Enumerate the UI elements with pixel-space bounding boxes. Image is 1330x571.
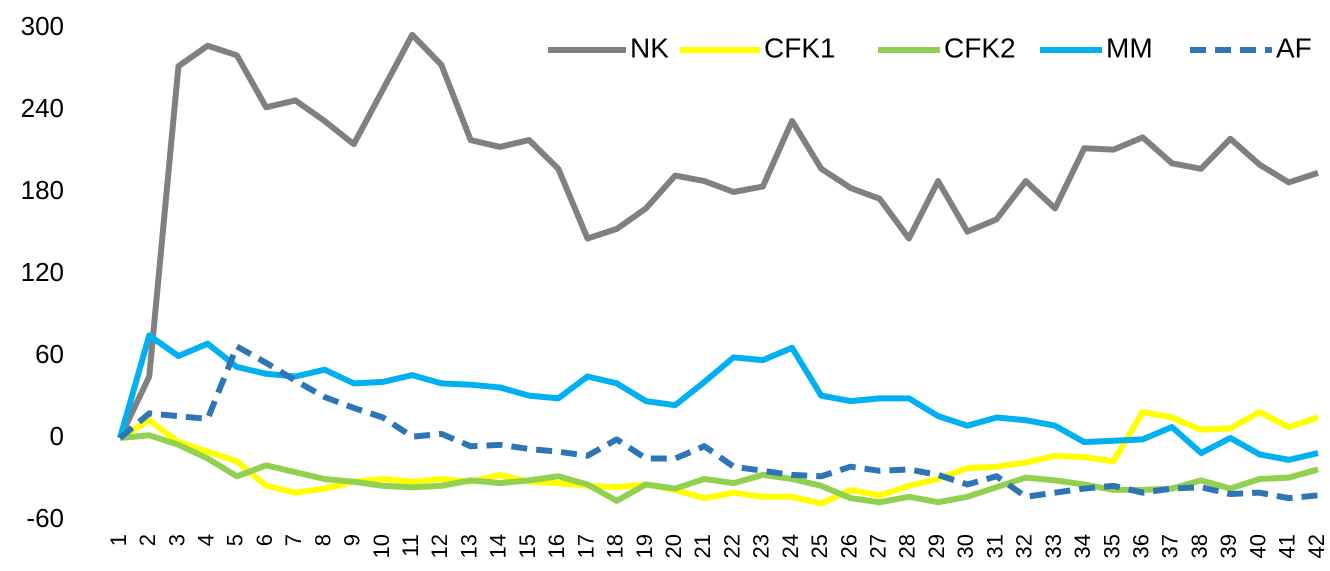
- series-line: [117, 332, 1319, 463]
- x-tick-label: 18: [603, 534, 628, 558]
- x-tick-label: 28: [895, 534, 920, 558]
- x-tick-label: 35: [1099, 534, 1124, 558]
- x-tick-label: 8: [310, 534, 335, 546]
- x-tick-label: 9: [340, 534, 365, 546]
- x-tick-label: 3: [164, 534, 189, 546]
- x-tick-label: 25: [807, 534, 832, 558]
- x-tick-label: 32: [1012, 534, 1037, 558]
- x-tick-label: 31: [982, 534, 1007, 558]
- y-tick-label: 180: [21, 175, 64, 205]
- x-tick-label: 33: [1041, 534, 1066, 558]
- legend-label: CFK2: [944, 32, 1016, 63]
- x-tick-label: 37: [1158, 534, 1183, 558]
- y-tick-label: 300: [21, 11, 64, 41]
- legend-item: CFK2: [878, 32, 1016, 63]
- series-line: [117, 31, 1319, 440]
- x-tick-label: 40: [1245, 534, 1270, 558]
- x-tick-label: 38: [1187, 534, 1212, 558]
- x-tick-label: 21: [690, 534, 715, 558]
- x-tick-label: 42: [1304, 534, 1329, 558]
- y-tick-label: -60: [26, 503, 64, 533]
- x-tick-label: 14: [486, 534, 511, 558]
- legend-label: CFK1: [764, 32, 836, 63]
- x-tick-label: 36: [1128, 534, 1153, 558]
- x-tick-label: 13: [456, 534, 481, 558]
- x-tick-label: 1: [106, 534, 131, 546]
- x-tick-label: 20: [661, 534, 686, 558]
- x-tick-label: 11: [398, 534, 423, 557]
- x-tick-label: 6: [252, 534, 277, 546]
- x-tick-label: 12: [427, 534, 452, 558]
- x-tick-label: 41: [1275, 534, 1300, 558]
- x-tick-label: 26: [836, 534, 861, 558]
- y-tick-label: 240: [21, 93, 64, 123]
- x-tick-label: 27: [866, 534, 891, 558]
- x-tick-label: 23: [749, 534, 774, 558]
- legend-label: NK: [630, 32, 669, 63]
- x-tick-label: 29: [924, 534, 949, 558]
- legend-label: MM: [1106, 32, 1153, 63]
- x-tick-label: 24: [778, 534, 803, 558]
- x-tick-label: 39: [1216, 534, 1241, 558]
- legend-label: AF: [1276, 32, 1312, 63]
- x-tick-label: 22: [719, 534, 744, 558]
- legend-item: MM: [1040, 32, 1153, 63]
- x-tick-label: 15: [515, 534, 540, 558]
- legend-item: CFK1: [680, 32, 836, 63]
- legend-item: AF: [1190, 32, 1312, 63]
- y-tick-label: 120: [21, 257, 64, 287]
- series-line: [118, 409, 1319, 507]
- x-tick-label: 7: [281, 534, 306, 546]
- x-tick-label: 16: [544, 534, 569, 558]
- legend-item: NK: [548, 32, 669, 63]
- x-tick-label: 5: [223, 534, 248, 546]
- x-tick-label: 4: [193, 534, 218, 546]
- x-tick-label: 34: [1070, 534, 1095, 558]
- y-tick-label: 60: [35, 339, 64, 369]
- x-tick-label: 2: [135, 534, 160, 546]
- x-tick-label: 17: [573, 534, 598, 558]
- x-tick-label: 19: [632, 534, 657, 558]
- series-line: [118, 343, 1319, 502]
- x-tick-label: 10: [369, 534, 394, 558]
- x-tick-label: 30: [953, 534, 978, 558]
- y-tick-label: 0: [50, 421, 64, 451]
